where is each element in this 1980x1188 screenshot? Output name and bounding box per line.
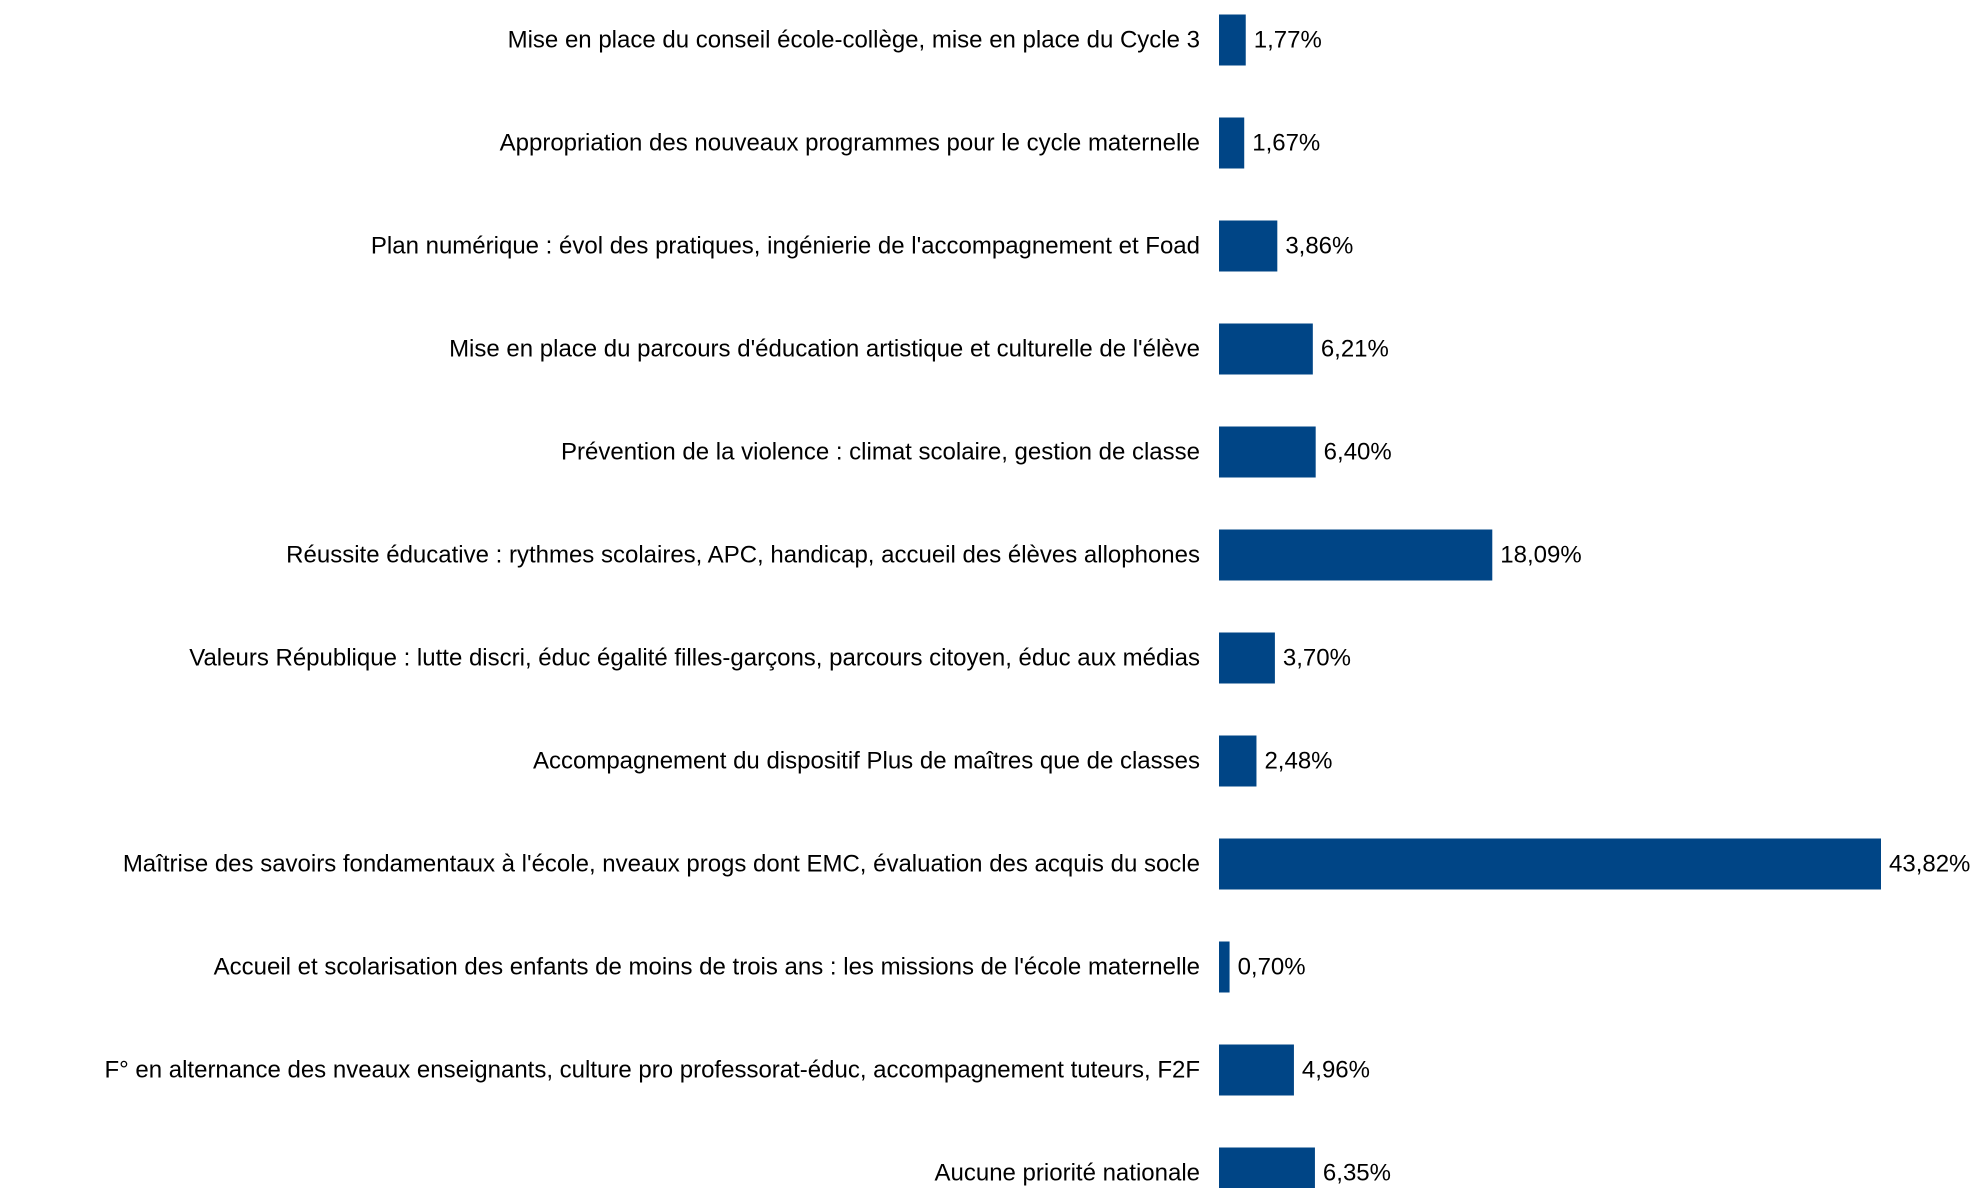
category-label: Mise en place du parcours d'éducation ar… bbox=[449, 336, 1200, 363]
category-label: F° en alternance des nveaux enseignants,… bbox=[104, 1057, 1200, 1084]
value-label: 1,67% bbox=[1252, 130, 1320, 157]
value-label: 3,86% bbox=[1285, 233, 1353, 260]
value-label: 2,48% bbox=[1264, 748, 1332, 775]
category-label: Valeurs République : lutte discri, éduc … bbox=[189, 645, 1200, 672]
bar bbox=[1219, 941, 1230, 993]
bar bbox=[1219, 632, 1275, 684]
bars bbox=[1219, 14, 1881, 1188]
bar bbox=[1219, 529, 1493, 581]
bar bbox=[1219, 1147, 1315, 1188]
category-label: Accueil et scolarisation des enfants de … bbox=[214, 954, 1200, 981]
bar bbox=[1219, 220, 1278, 272]
category-label: Réussite éducative : rythmes scolaires, … bbox=[286, 542, 1200, 569]
bar bbox=[1219, 323, 1313, 375]
category-label: Mise en place du conseil école-collège, … bbox=[508, 27, 1200, 54]
value-label: 6,40% bbox=[1324, 439, 1392, 466]
bar bbox=[1219, 838, 1881, 890]
category-label: Prévention de la violence : climat scola… bbox=[561, 439, 1200, 466]
bar bbox=[1219, 1044, 1294, 1096]
value-label: 0,70% bbox=[1238, 954, 1306, 981]
category-label: Aucune priorité nationale bbox=[934, 1160, 1200, 1187]
category-labels: Mise en place du conseil école-collège, … bbox=[104, 27, 1200, 1187]
value-labels: 1,77% 1,67% 3,86% 6,21% 6,40% 18,09% 3,70% 2,48… bbox=[1238, 27, 1971, 1187]
value-label: 43,82% bbox=[1889, 851, 1970, 878]
value-label: 3,70% bbox=[1283, 645, 1351, 672]
bar bbox=[1219, 426, 1316, 478]
value-label: 1,77% bbox=[1254, 27, 1322, 54]
value-label: 6,21% bbox=[1321, 336, 1389, 363]
value-label: 18,09% bbox=[1500, 542, 1581, 569]
value-label: 6,35% bbox=[1323, 1160, 1391, 1187]
category-label: Appropriation des nouveaux programmes po… bbox=[500, 130, 1200, 157]
value-label: 4,96% bbox=[1302, 1057, 1370, 1084]
category-label: Maîtrise des savoirs fondamentaux à l'éc… bbox=[123, 851, 1200, 878]
category-label: Accompagnement du dispositif Plus de maî… bbox=[533, 748, 1200, 775]
bar bbox=[1219, 735, 1257, 787]
category-label: Plan numérique : évol des pratiques, ing… bbox=[371, 233, 1200, 260]
bar bbox=[1219, 14, 1246, 66]
bar bbox=[1219, 117, 1245, 169]
